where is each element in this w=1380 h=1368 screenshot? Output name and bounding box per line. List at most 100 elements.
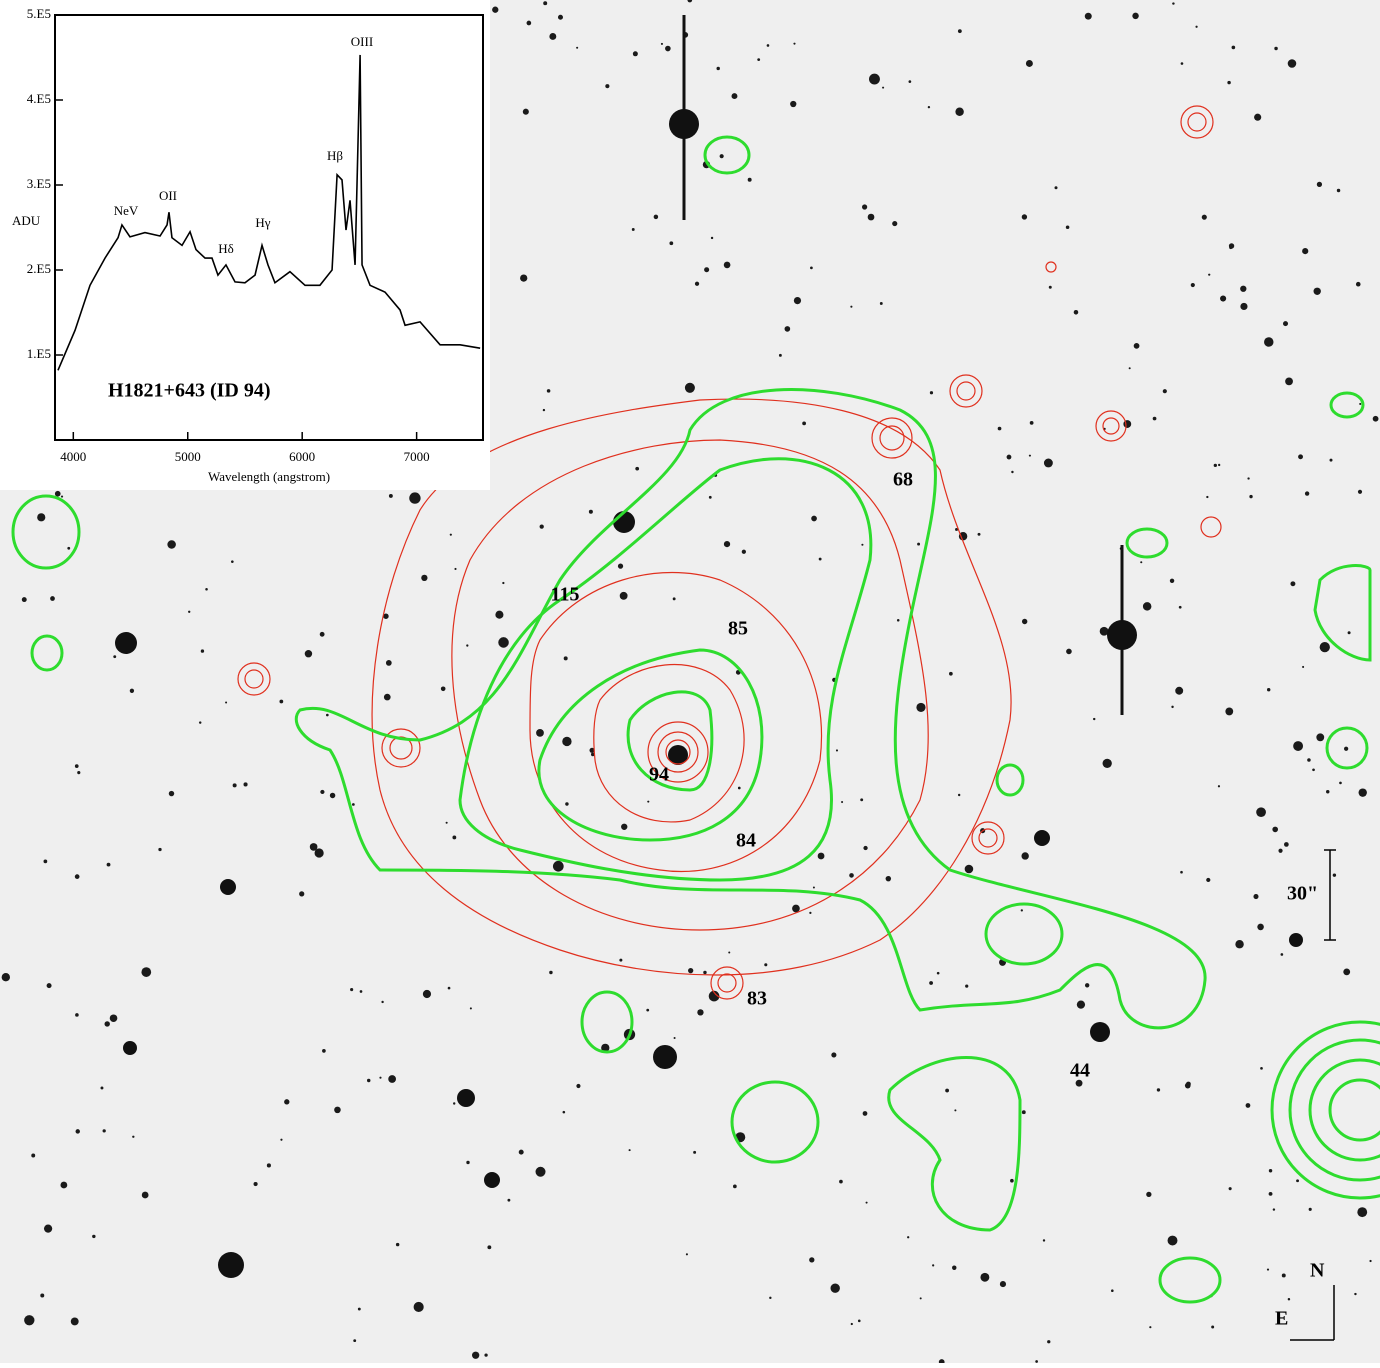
star — [850, 305, 853, 308]
star — [1020, 909, 1023, 912]
star — [546, 389, 551, 393]
star — [1287, 1298, 1291, 1301]
star — [1180, 870, 1183, 874]
star — [1257, 923, 1264, 931]
scale-bar — [1324, 849, 1336, 941]
star — [552, 860, 564, 872]
star — [40, 1293, 45, 1298]
star — [590, 752, 595, 757]
star — [507, 1198, 511, 1202]
star — [747, 177, 752, 182]
star — [885, 875, 892, 882]
star — [413, 1301, 424, 1313]
star — [703, 970, 707, 975]
star — [1175, 686, 1184, 695]
star — [1025, 59, 1033, 67]
star — [1065, 225, 1070, 230]
star — [949, 671, 953, 676]
star — [381, 1000, 384, 1004]
star — [502, 581, 505, 585]
star — [309, 843, 318, 851]
star — [1245, 1103, 1251, 1108]
star — [1220, 295, 1227, 302]
star — [1312, 768, 1315, 772]
star — [809, 911, 812, 915]
star — [1369, 1259, 1372, 1263]
scale-bar-label: 30" — [1287, 883, 1318, 905]
x-tick-label: 6000 — [289, 449, 315, 464]
star — [535, 1166, 546, 1177]
star — [867, 213, 875, 221]
star — [1133, 342, 1140, 349]
star — [266, 1163, 271, 1168]
star — [1099, 626, 1109, 636]
star — [1231, 45, 1236, 50]
star — [1169, 578, 1175, 584]
star — [452, 835, 457, 840]
star — [1274, 46, 1278, 51]
star — [440, 686, 446, 692]
star — [1021, 852, 1029, 860]
chart-title: H1821+643 (ID 94) — [108, 380, 271, 402]
star — [1355, 281, 1361, 287]
star — [253, 1181, 258, 1187]
star — [466, 644, 469, 647]
star — [469, 1007, 472, 1010]
source-label: 84 — [736, 830, 756, 852]
star — [542, 408, 546, 412]
star — [665, 45, 671, 52]
star — [1307, 758, 1311, 762]
x-axis-label: Wavelength (angstrom) — [208, 469, 330, 484]
star — [1073, 310, 1079, 315]
star — [635, 466, 640, 471]
star — [1285, 377, 1293, 386]
star — [929, 391, 934, 395]
star — [688, 967, 694, 974]
star — [395, 1242, 400, 1247]
star — [1281, 1273, 1286, 1278]
compass-east: E — [1275, 1308, 1288, 1330]
star — [793, 297, 802, 305]
star — [576, 46, 579, 49]
star — [243, 782, 248, 787]
star — [841, 801, 844, 804]
star — [1092, 717, 1096, 721]
inset-background — [0, 0, 490, 490]
star — [892, 221, 898, 227]
star — [563, 656, 568, 661]
source-label: 44 — [1070, 1060, 1090, 1082]
star — [869, 73, 880, 85]
star — [830, 1283, 840, 1293]
star — [631, 228, 635, 231]
star — [60, 495, 64, 498]
star — [589, 747, 595, 753]
star — [919, 1297, 922, 1300]
star — [205, 588, 208, 591]
star — [106, 862, 111, 867]
star — [54, 490, 61, 497]
star — [1035, 1360, 1038, 1363]
star — [1178, 605, 1182, 609]
star — [865, 1201, 868, 1204]
star — [1132, 12, 1139, 20]
star — [74, 874, 80, 879]
star — [628, 1149, 631, 1152]
star — [353, 1339, 357, 1343]
star — [958, 531, 968, 541]
source-label: 83 — [747, 988, 767, 1010]
x-tick-label: 4000 — [60, 449, 86, 464]
star — [955, 107, 964, 116]
star — [1084, 983, 1090, 988]
star — [929, 981, 933, 985]
star — [168, 790, 175, 797]
star — [1293, 741, 1304, 751]
star — [793, 42, 796, 45]
star — [1225, 707, 1234, 716]
star — [549, 32, 557, 40]
star — [129, 688, 135, 693]
star — [75, 1129, 80, 1134]
y-tick-label: 2.E5 — [27, 261, 51, 276]
star — [1343, 968, 1351, 976]
star — [719, 154, 724, 159]
y-tick-label: 4.E5 — [27, 91, 51, 106]
